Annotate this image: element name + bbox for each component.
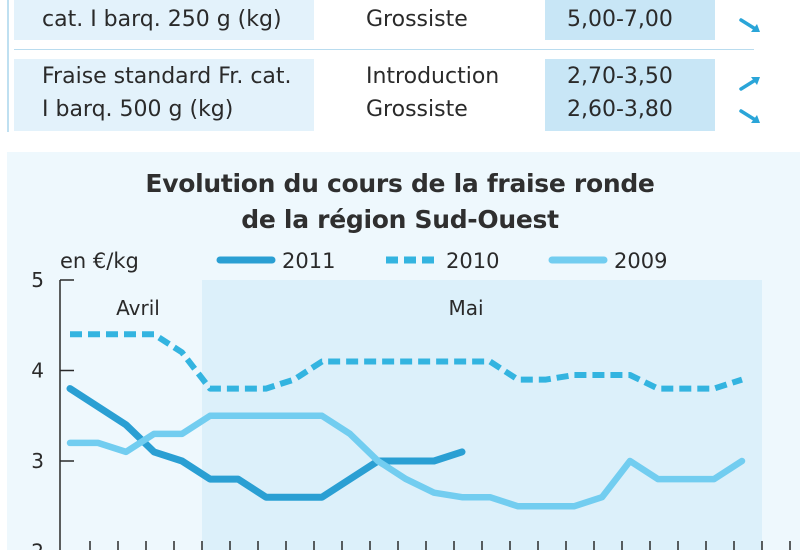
y-tick-label: 3 — [31, 449, 44, 473]
period-label-april: Avril — [116, 296, 160, 320]
trend-down-icon — [739, 18, 760, 32]
table-row-2-product-line-1: Fraise standard Fr. cat. — [42, 64, 292, 89]
y-tick-label: 5 — [31, 268, 44, 292]
table-row-2-product-line-2: I barq. 500 g (kg) — [42, 97, 234, 122]
table-row-1-stage: Grossiste — [366, 7, 468, 32]
table-row-1-product: cat. I barq. 250 g (kg) — [42, 7, 282, 32]
trend-down-icon — [739, 109, 760, 123]
legend-label-2010: 2010 — [446, 249, 500, 273]
table-row-2-stage-2: Grossiste — [366, 97, 468, 122]
table-row-2-product-cell — [14, 59, 314, 131]
y-axis-unit-label: en €/kg — [60, 249, 139, 273]
table-left-border — [7, 0, 9, 132]
y-tick-label: 2 — [31, 540, 44, 550]
table-row-1-price-cell — [545, 0, 715, 40]
legend-swatch-2009 — [548, 256, 608, 264]
chart-title-line-2: de la région Sud-Ouest — [241, 205, 559, 234]
chart-title-line-1: Evolution du cours de la fraise ronde — [145, 169, 655, 198]
table-row-2-price-cell — [545, 59, 715, 131]
trend-up-icon — [739, 77, 760, 91]
table-row-2-price-1: 2,70-3,50 — [567, 64, 673, 89]
legend-swatch-2010 — [386, 256, 438, 264]
legend-swatch-2011 — [216, 256, 276, 264]
table-row-2-stage-1: Introduction — [366, 64, 500, 89]
table-row-1-price: 5,00-7,00 — [567, 7, 673, 32]
table-row-1-product-cell — [14, 0, 314, 40]
period-label-may: Mai — [448, 296, 483, 320]
legend-label-2009: 2009 — [614, 249, 668, 273]
table-divider — [14, 49, 754, 50]
y-tick-label: 4 — [31, 359, 44, 383]
legend-label-2011: 2011 — [282, 249, 336, 273]
table-row-2-price-2: 2,60-3,80 — [567, 97, 673, 122]
